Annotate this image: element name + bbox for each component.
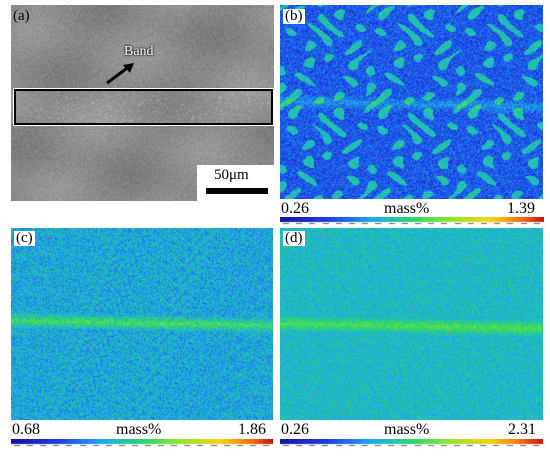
panel-d-label: (d) bbox=[283, 230, 305, 246]
panel-d-max: 2.31 bbox=[508, 421, 536, 438]
band-arrow-icon bbox=[106, 63, 134, 85]
element-map-c bbox=[11, 228, 273, 420]
panel-b-element-map: (b) bbox=[280, 5, 543, 199]
band-label: Band bbox=[124, 44, 154, 59]
panel-b-unit: mass% bbox=[384, 200, 430, 217]
scale-bar-label: 50μm bbox=[214, 167, 249, 183]
panel-d-element-map: (d) bbox=[280, 228, 543, 420]
colorbar-c bbox=[11, 439, 273, 448]
panel-c-min: 0.68 bbox=[12, 421, 40, 438]
colorbar-b bbox=[280, 217, 544, 226]
colorbar-d bbox=[280, 439, 543, 448]
element-map-d bbox=[280, 228, 543, 420]
element-map-b bbox=[280, 5, 543, 199]
panel-d-min: 0.26 bbox=[281, 421, 309, 438]
panel-b-max: 1.39 bbox=[507, 200, 535, 217]
panel-a-label: (a) bbox=[13, 8, 30, 24]
band-highlight-box bbox=[13, 88, 274, 126]
panel-b-min: 0.26 bbox=[281, 200, 309, 217]
panel-c-element-map: (c) bbox=[11, 228, 273, 420]
panel-c-label: (c) bbox=[14, 230, 35, 246]
scale-bar bbox=[206, 188, 268, 194]
panel-b-label: (b) bbox=[283, 8, 305, 24]
panel-c-unit: mass% bbox=[116, 421, 162, 438]
panel-d-unit: mass% bbox=[384, 421, 430, 438]
panel-c-max: 1.86 bbox=[238, 421, 266, 438]
scale-bar-box bbox=[197, 165, 274, 201]
panel-a-sem-image: (a) Band 50μm bbox=[11, 5, 274, 201]
